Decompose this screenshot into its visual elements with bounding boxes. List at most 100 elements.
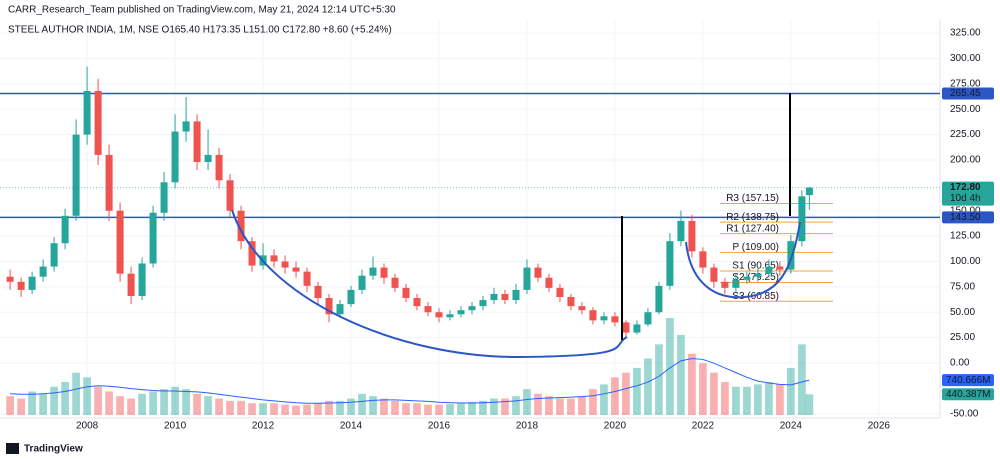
volume-bar	[248, 403, 256, 415]
candle-body	[61, 215, 69, 244]
candle-body	[479, 300, 487, 307]
volume-bar	[545, 396, 553, 415]
volume-bar	[28, 391, 36, 415]
volume-bar	[655, 344, 663, 415]
volume-bar	[105, 391, 113, 415]
candle-body	[699, 251, 707, 268]
volume-bar	[50, 386, 58, 415]
candle-body	[127, 273, 135, 296]
candle-body	[248, 241, 256, 266]
candle-body	[688, 220, 696, 252]
volume-bar	[754, 384, 762, 415]
volume-bar	[776, 384, 784, 415]
volume-bar	[798, 344, 806, 415]
y-tick-label: 75.00	[950, 281, 975, 292]
candle-body	[292, 267, 300, 272]
candle-body	[105, 154, 113, 211]
candle-body	[358, 275, 366, 290]
last-price-label: 172.80	[950, 182, 981, 193]
grid	[0, 20, 940, 418]
candle-body	[171, 131, 179, 183]
candle-body	[655, 285, 663, 313]
candle-body	[457, 310, 465, 315]
volume-bar	[710, 372, 718, 415]
volume-bar	[446, 404, 454, 415]
volume-bar	[666, 318, 674, 415]
candle-body	[578, 306, 586, 311]
candle-body	[545, 277, 553, 288]
volume-bar	[83, 377, 91, 415]
volume-bar	[237, 400, 245, 415]
candle-body	[743, 276, 751, 280]
brand: TradingView	[24, 444, 83, 455]
volume-bar	[556, 398, 564, 415]
x-tick-label: 2010	[164, 421, 187, 432]
candle-body	[633, 324, 641, 333]
y-tick-label: 250.00	[950, 104, 981, 115]
volume-bar	[512, 396, 520, 415]
volume-ma-label: 740.666M	[946, 375, 990, 386]
volume-bar	[732, 386, 740, 415]
volume-bar	[292, 405, 300, 415]
x-tick-label: 2020	[604, 421, 627, 432]
level-label-box	[942, 87, 994, 100]
volume-bar	[721, 382, 729, 415]
volume-bar	[622, 372, 630, 415]
level-label-box	[942, 211, 994, 224]
candle-body	[622, 322, 630, 333]
volume-bar	[182, 389, 190, 415]
volume-bar	[787, 367, 795, 415]
volume-pane	[6, 318, 814, 415]
volume-bar	[369, 396, 377, 415]
candle-body	[721, 281, 729, 288]
candle-body	[567, 297, 575, 307]
y-tick-label: 25.00	[950, 332, 975, 343]
candle-body	[6, 276, 14, 282]
volume-label-box	[942, 388, 994, 401]
volume-bar	[138, 393, 146, 415]
candles	[6, 66, 813, 339]
volume-bar	[6, 396, 14, 415]
candle-body	[336, 304, 344, 315]
candle-body	[765, 266, 773, 274]
pivot-label: R1 (127.40)	[726, 223, 779, 234]
candle-body	[600, 316, 608, 321]
volume-bar	[116, 396, 124, 415]
candle-body	[281, 261, 289, 268]
y-tick-label: 275.00	[950, 78, 981, 89]
y-tick-label: 300.00	[950, 53, 981, 64]
candle-body	[314, 285, 322, 299]
volume-bar	[611, 377, 619, 415]
candle-body	[369, 267, 377, 276]
candle-body	[149, 212, 157, 264]
volume-bar	[501, 398, 509, 415]
volume-bar	[171, 386, 179, 415]
volume-bar	[347, 398, 355, 415]
candle-body	[182, 121, 190, 132]
volume-bar	[479, 400, 487, 415]
candle-body	[94, 90, 102, 155]
candle-body	[17, 281, 25, 290]
candle-body	[325, 298, 333, 315]
pivot-label: S3 (60.85)	[732, 291, 779, 302]
volume-bar	[226, 400, 234, 415]
candle-body	[468, 306, 476, 311]
y-tick-label: 50.00	[950, 307, 975, 318]
x-tick-label: 2018	[516, 421, 539, 432]
handle-curve	[685, 221, 801, 299]
candle-body	[644, 312, 652, 325]
symbol-title: STEEL AUTHOR INDIA, 1M, NSE O165.40 H173…	[8, 25, 392, 36]
volume-bar	[688, 353, 696, 415]
candle-body	[776, 266, 784, 270]
x-tick-label: 2016	[428, 421, 451, 432]
candle-body	[805, 187, 813, 196]
volume-bar	[391, 400, 399, 415]
x-tick-label: 2022	[692, 421, 715, 432]
countdown: 10d 4h	[950, 193, 981, 204]
volume-bar	[193, 393, 201, 415]
volume-bar	[204, 396, 212, 415]
volume-bar	[633, 367, 641, 415]
candle-body	[787, 241, 795, 270]
candle-body	[193, 121, 201, 163]
